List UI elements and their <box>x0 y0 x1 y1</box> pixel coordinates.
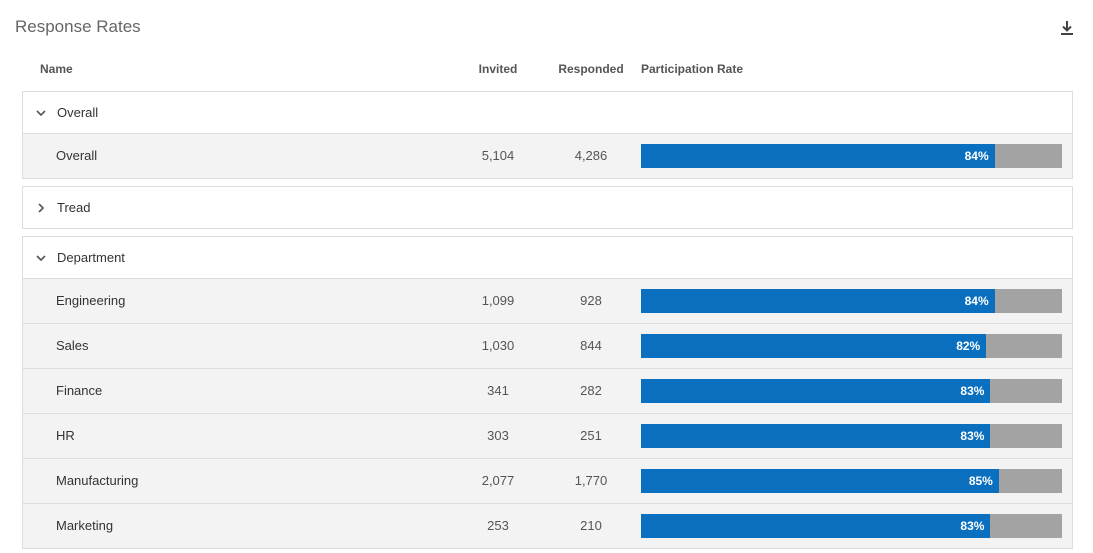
group-header-department[interactable]: Department <box>23 237 1072 278</box>
participation-bar: 84% <box>641 144 1062 168</box>
participation-rate-label: 82% <box>956 339 981 353</box>
row-responded: 210 <box>580 518 602 533</box>
table-header: Name Invited Responded Participation Rat… <box>23 59 1073 79</box>
row-name: Marketing <box>56 518 114 533</box>
participation-bar-fill: 83% <box>641 514 991 538</box>
participation-bar: 83% <box>641 379 1062 403</box>
participation-bar-fill: 84% <box>641 144 995 168</box>
column-header-participation-rate: Participation Rate <box>641 62 744 76</box>
participation-bar-fill: 85% <box>641 469 999 493</box>
group-label: Department <box>57 250 125 265</box>
row-invited: 253 <box>487 518 509 533</box>
row-responded: 928 <box>580 293 602 308</box>
group-overall: Overall Overall 5,104 4,286 84% <box>22 91 1073 179</box>
group-tread: Tread <box>22 186 1073 229</box>
table-row: Engineering 1,099 928 84% <box>23 278 1072 323</box>
table-row: Finance 341 282 83% <box>23 368 1072 413</box>
participation-bar-fill: 82% <box>641 334 987 358</box>
group-header-overall[interactable]: Overall <box>23 92 1072 133</box>
column-header-name: Name <box>40 62 73 76</box>
column-header-responded: Responded <box>558 62 624 76</box>
participation-rate-label: 84% <box>964 149 989 163</box>
row-responded: 1,770 <box>574 473 608 488</box>
row-name: Manufacturing <box>56 473 139 488</box>
row-invited: 303 <box>487 428 509 443</box>
row-responded: 282 <box>580 383 602 398</box>
participation-rate-label: 85% <box>968 474 993 488</box>
table-row: HR 303 251 83% <box>23 413 1072 458</box>
participation-bar: 82% <box>641 334 1062 358</box>
participation-bar: 84% <box>641 289 1062 313</box>
download-icon <box>1061 21 1073 35</box>
participation-bar: 83% <box>641 424 1062 448</box>
participation-rate-label: 83% <box>960 384 985 398</box>
row-responded: 251 <box>580 428 602 443</box>
row-name: Finance <box>56 383 103 398</box>
row-name: Sales <box>56 338 89 353</box>
group-label: Overall <box>57 105 99 120</box>
chevron-down-icon <box>35 252 47 264</box>
row-invited: 5,104 <box>481 148 515 163</box>
participation-rate-label: 84% <box>964 294 989 308</box>
participation-bar-fill: 83% <box>641 424 991 448</box>
participation-rate-label: 83% <box>960 519 985 533</box>
column-header-invited: Invited <box>478 62 518 76</box>
group-department: Department Engineering 1,099 928 84% Sal… <box>22 236 1073 549</box>
row-invited: 1,099 <box>481 293 515 308</box>
chevron-right-icon <box>35 202 47 214</box>
row-responded: 844 <box>580 338 602 353</box>
group-header-tread[interactable]: Tread <box>23 187 1072 228</box>
row-invited: 1,030 <box>481 338 515 353</box>
participation-bar: 83% <box>641 514 1062 538</box>
group-label: Tread <box>57 200 91 215</box>
participation-bar-fill: 84% <box>641 289 995 313</box>
participation-rate-label: 83% <box>960 429 985 443</box>
page-title: Response Rates <box>15 17 141 36</box>
row-invited: 2,077 <box>481 473 515 488</box>
download-button[interactable] <box>1058 18 1076 38</box>
chevron-down-icon <box>35 107 47 119</box>
row-responded: 4,286 <box>574 148 608 163</box>
row-name: HR <box>56 428 75 443</box>
row-invited: 341 <box>487 383 509 398</box>
table-row: Sales 1,030 844 82% <box>23 323 1072 368</box>
participation-bar: 85% <box>641 469 1062 493</box>
table-row: Overall 5,104 4,286 84% <box>23 133 1072 178</box>
row-name: Overall <box>56 148 98 163</box>
participation-bar-fill: 83% <box>641 379 991 403</box>
table-row: Marketing 253 210 83% <box>23 503 1072 548</box>
row-name: Engineering <box>56 293 126 308</box>
table-row: Manufacturing 2,077 1,770 85% <box>23 458 1072 503</box>
